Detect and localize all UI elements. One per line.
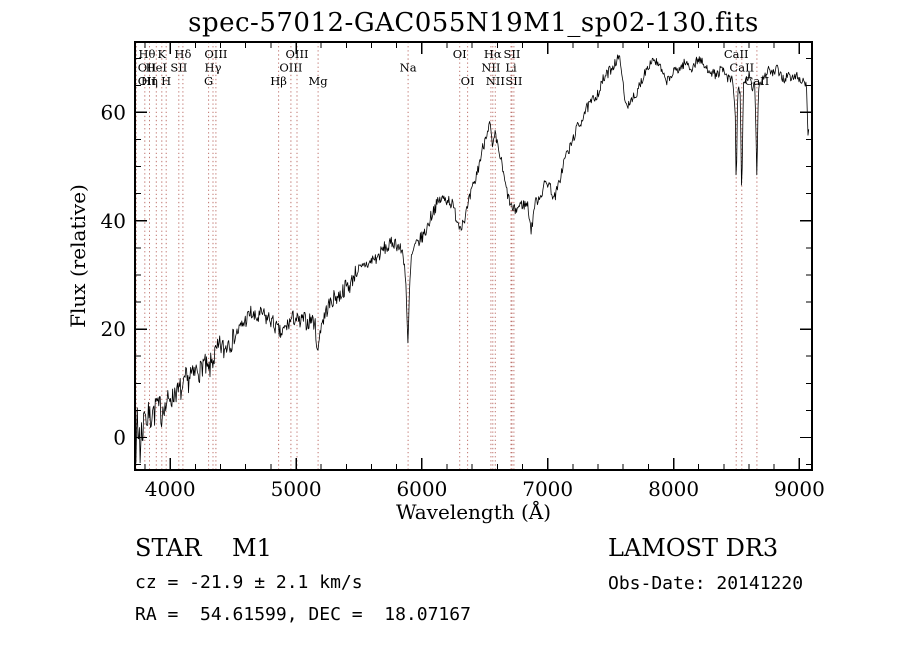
y-tick-label: 0 [113, 426, 126, 450]
spectral-line-label: NII [481, 61, 500, 75]
plot-frame [134, 41, 813, 471]
y-tick-label: 60 [101, 100, 126, 124]
spectral-line-label: HeI [146, 61, 167, 75]
x-tick-label: 5000 [271, 477, 322, 501]
object-class-label: STAR M1 [135, 534, 272, 562]
obs-date-text: Obs-Date: 20141220 [608, 573, 804, 594]
spectral-line-label: Hβ [270, 74, 287, 88]
spectral-line-label: CaII [724, 47, 749, 61]
ra-dec-text: RA = 54.61599, DEC = 18.07167 [135, 604, 471, 625]
y-tick-label: 40 [101, 209, 126, 233]
x-tick-label: 9000 [774, 477, 825, 501]
survey-label: LAMOST DR3 [608, 534, 779, 562]
radial-velocity-text: cz = -21.9 ± 2.1 km/s [135, 572, 363, 593]
x-tick-label: 4000 [145, 477, 196, 501]
x-tick-label: 7000 [522, 477, 573, 501]
spectral-line-label: OII [138, 61, 157, 75]
x-tick-label: 6000 [396, 477, 447, 501]
spectral-line-label: Mg [309, 74, 329, 88]
x-tick-label: 8000 [648, 477, 699, 501]
spectral-line-label: OI [461, 74, 475, 88]
x-axis-label: Wavelength (Å) [395, 500, 552, 524]
spectrum-trace [134, 54, 810, 464]
spectral-line-label: Na [400, 61, 417, 75]
spectral-line-label: OI [453, 47, 467, 61]
spectral-line-label: CaII [729, 61, 754, 75]
spectral-line-label: SII [170, 61, 187, 75]
spectral-line-label: Hθ [139, 47, 156, 61]
spectral-line-label: Hη [141, 74, 158, 88]
spectral-line-label: OIII [285, 47, 308, 61]
y-tick-label: 20 [101, 317, 126, 341]
spectral-line-label: OIII [204, 47, 227, 61]
spectral-line-label: Hα [484, 47, 502, 61]
spectral-line-label: SII [505, 74, 522, 88]
figure-title: spec-57012-GAC055N19M1_sp02-130.fits [188, 8, 759, 38]
spectral-line-label: H [161, 74, 171, 88]
spectral-line-label: Li [505, 61, 517, 75]
spectral-line-label: CaII [745, 74, 770, 88]
spectral-line-label: G [204, 74, 213, 88]
spectral-line-label: OII [138, 74, 157, 88]
spectral-line-label: Hδ [174, 47, 191, 61]
spectral-line-label: SII [504, 47, 521, 61]
spectral-line-label: Hγ [205, 61, 222, 75]
spectral-line-label: K [158, 47, 167, 61]
spectral-line-label: OIII [279, 61, 302, 75]
spectral-line-label: NII [486, 74, 505, 88]
